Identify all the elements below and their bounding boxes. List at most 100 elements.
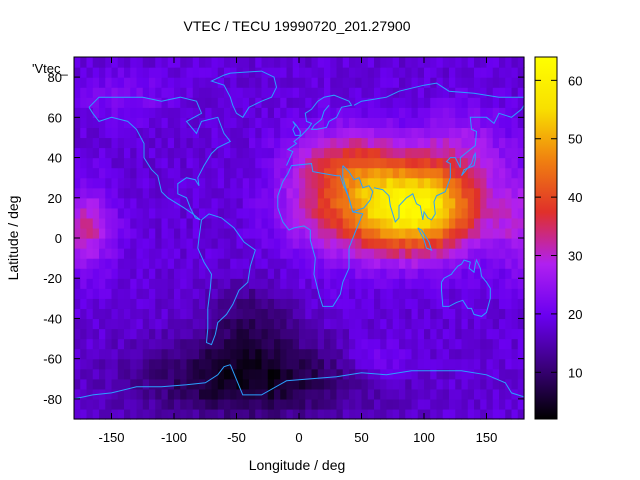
heatmap-cell: [461, 57, 469, 68]
heatmap-cell: [517, 197, 525, 209]
heatmap-cell: [349, 388, 356, 400]
heatmap-cell: [399, 207, 406, 219]
heatmap-cell: [361, 107, 369, 118]
heatmap-cell: [374, 207, 381, 219]
heatmap-cell: [505, 87, 513, 98]
heatmap-cell: [99, 398, 106, 410]
heatmap-cell: [111, 268, 119, 279]
heatmap-cell: [236, 97, 244, 108]
heatmap-cell: [399, 318, 406, 330]
heatmap-cell: [205, 308, 213, 320]
heatmap-cell: [342, 408, 350, 420]
heatmap-cell: [436, 137, 444, 149]
heatmap-cell: [467, 298, 475, 309]
heatmap-cell: [386, 298, 394, 309]
heatmap-cell: [186, 187, 194, 199]
heatmap-cell: [380, 318, 388, 330]
heatmap-cell: [199, 217, 206, 229]
heatmap-cell: [361, 358, 369, 370]
heatmap-cell: [305, 278, 313, 289]
heatmap-cell: [449, 308, 456, 320]
heatmap-cell: [442, 157, 450, 169]
heatmap-cell: [86, 398, 94, 410]
heatmap-cell: [142, 147, 150, 159]
heatmap-cell: [92, 67, 100, 78]
heatmap-cell: [505, 308, 513, 320]
heatmap-cell: [249, 398, 256, 410]
heatmap-cell: [336, 167, 344, 179]
heatmap-cell: [305, 268, 313, 279]
heatmap-cell: [486, 308, 494, 320]
heatmap-cell: [199, 77, 206, 88]
heatmap-cell: [174, 318, 181, 330]
heatmap-cell: [392, 97, 400, 108]
heatmap-cell: [217, 338, 225, 350]
heatmap-cell: [105, 328, 113, 340]
heatmap-cell: [280, 67, 288, 78]
heatmap-cell: [467, 398, 475, 410]
heatmap-cell: [92, 368, 100, 380]
heatmap-cell: [499, 87, 506, 98]
heatmap-cell: [136, 207, 144, 219]
heatmap-cell: [517, 187, 525, 199]
heatmap-cell: [436, 77, 444, 88]
heatmap-cell: [511, 408, 519, 420]
heatmap-cell: [411, 107, 419, 118]
heatmap-cell: [192, 117, 200, 128]
heatmap-cell: [411, 77, 419, 88]
heatmap-cell: [205, 167, 213, 179]
heatmap-cell: [230, 388, 238, 400]
heatmap-cell: [105, 358, 113, 370]
heatmap-cell: [292, 57, 300, 68]
heatmap-cell: [99, 248, 106, 259]
heatmap-cell: [161, 268, 169, 279]
heatmap-cell: [267, 127, 275, 139]
heatmap-cell: [517, 288, 525, 299]
heatmap-cell: [411, 298, 419, 309]
heatmap-cell: [236, 157, 244, 169]
heatmap-cell: [455, 358, 463, 370]
heatmap-cell: [292, 298, 300, 309]
heatmap-cell: [267, 288, 275, 299]
heatmap-cell: [492, 127, 500, 139]
heatmap-cell: [361, 268, 369, 279]
heatmap-cell: [505, 127, 513, 139]
heatmap-cell: [230, 278, 238, 289]
heatmap-cell: [86, 258, 94, 269]
heatmap-cell: [161, 137, 169, 149]
heatmap-cell: [174, 288, 181, 299]
heatmap-cell: [492, 97, 500, 108]
heatmap-cell: [311, 167, 319, 179]
heatmap-cell: [399, 378, 406, 390]
heatmap-cell: [386, 187, 394, 199]
heatmap-cell: [342, 207, 350, 219]
heatmap-cell: [386, 398, 394, 410]
heatmap-cell: [117, 67, 125, 78]
heatmap-cell: [149, 368, 156, 380]
heatmap-cell: [249, 167, 256, 179]
heatmap-cell: [324, 57, 331, 68]
heatmap-cell: [167, 318, 175, 330]
heatmap-cell: [192, 248, 200, 259]
heatmap-cell: [186, 318, 194, 330]
heatmap-cell: [417, 258, 425, 269]
heatmap-cell: [230, 127, 238, 139]
heatmap-cell: [136, 268, 144, 279]
heatmap-cell: [211, 348, 219, 360]
heatmap-cell: [336, 298, 344, 309]
heatmap-cell: [236, 378, 244, 390]
heatmap-cell: [261, 258, 269, 269]
heatmap-cell: [324, 308, 331, 320]
heatmap-cell: [349, 298, 356, 309]
heatmap-cell: [342, 87, 350, 98]
heatmap-cell: [149, 408, 156, 420]
heatmap-cell: [349, 67, 356, 78]
heatmap-cell: [280, 268, 288, 279]
heatmap-cell: [230, 227, 238, 239]
heatmap-cell: [199, 147, 206, 159]
heatmap-cell: [480, 77, 488, 88]
heatmap-cell: [511, 197, 519, 209]
heatmap-cell: [436, 147, 444, 159]
heatmap-cell: [267, 147, 275, 159]
heatmap-cell: [80, 227, 88, 239]
